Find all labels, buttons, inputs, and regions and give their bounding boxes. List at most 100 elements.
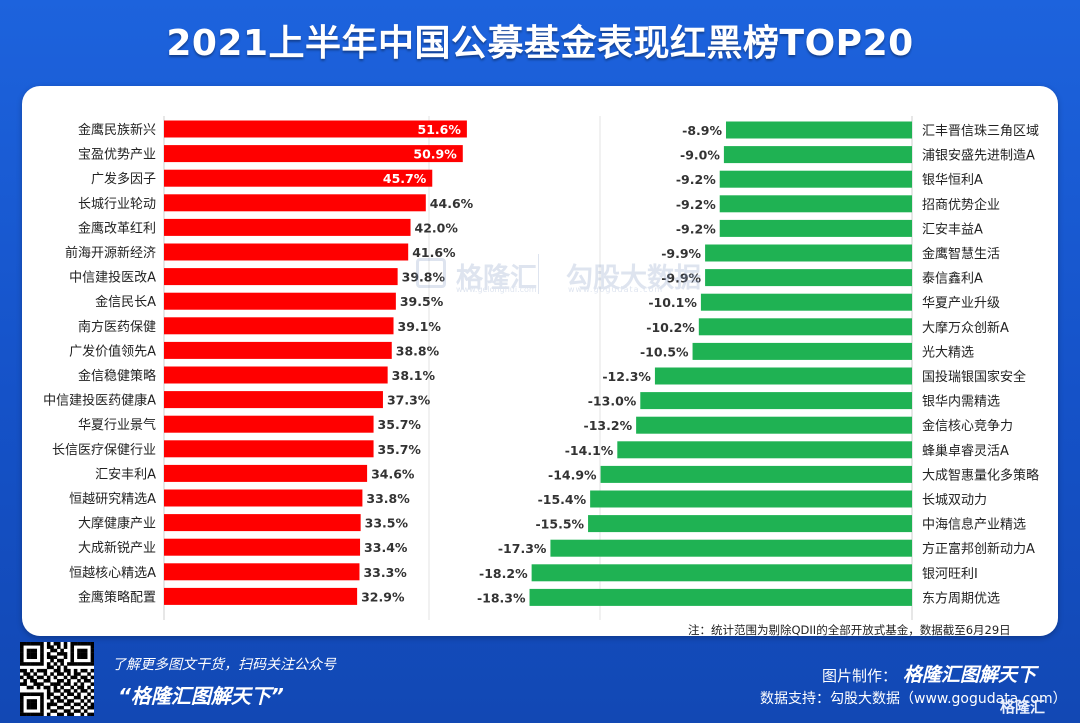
left-category-label: 南方医药保健: [78, 319, 156, 335]
left-bar: [164, 194, 426, 212]
left-bar: [164, 218, 411, 236]
left-category-label: 中信建投医改A: [69, 270, 156, 286]
right-bar: [719, 195, 912, 213]
left-bar: [164, 514, 361, 532]
chart-note: 注：统计范围为剔除QDII的全部开放式基金，数据截至6月29日: [688, 623, 1011, 637]
left-value-label: 44.6%: [430, 196, 474, 211]
left-category-label: 宝盈优势产业: [78, 147, 156, 163]
left-category-label: 大成新锐产业: [78, 540, 156, 556]
right-bar: [705, 244, 912, 262]
footer-credit-brand: 格隆汇图解天下: [903, 664, 1037, 686]
right-bar: [636, 416, 912, 434]
left-bar: [164, 391, 383, 409]
right-value-label: -18.3%: [477, 590, 526, 605]
left-category-label: 长城行业轮动: [78, 197, 156, 212]
right-bar: [550, 539, 912, 557]
right-value-label: -9.0%: [680, 148, 720, 163]
right-value-label: -18.2%: [479, 566, 528, 581]
left-value-label: 42.0%: [415, 220, 459, 235]
right-value-label: -14.1%: [565, 443, 614, 458]
right-value-label: -17.3%: [498, 541, 547, 556]
right-category-label: 汇安丰益A: [922, 222, 983, 237]
right-bar: [654, 367, 912, 385]
right-category-label: 中海信息产业精选: [922, 517, 1026, 533]
right-bar: [700, 293, 912, 311]
right-bar: [698, 318, 912, 336]
left-category-label: 中信建投医药健康A: [43, 393, 156, 409]
right-value-label: -10.2%: [646, 320, 695, 335]
right-value-label: -12.3%: [602, 369, 651, 384]
left-bar: [164, 587, 358, 605]
right-category-label: 蜂巢卓睿灵活A: [922, 444, 1009, 459]
footer-credit-label: 图片制作：: [822, 667, 898, 685]
left-category-label: 华夏行业景气: [78, 417, 156, 433]
right-bar: [725, 121, 912, 139]
left-value-label: 37.3%: [387, 393, 431, 408]
right-value-label: -10.1%: [648, 295, 697, 310]
right-category-label: 银河旺利I: [922, 567, 978, 582]
right-category-label: 泰信鑫利A: [922, 271, 983, 287]
left-category-label: 金鹰民族新兴: [78, 122, 156, 138]
left-bar: [164, 489, 363, 507]
footer-tagline: 了解更多图文干货，扫码关注公众号: [112, 657, 336, 673]
left-bar: [164, 169, 433, 187]
left-value-label: 39.1%: [398, 319, 442, 334]
left-category-label: 汇安丰利A: [95, 467, 156, 482]
right-category-label: 浦银安盛先进制造A: [922, 149, 1035, 164]
page-title: 2021上半年中国公募基金表现红黑榜TOP20: [166, 23, 914, 64]
left-bar: [164, 317, 394, 335]
left-bar: [164, 292, 396, 310]
right-value-label: -9.2%: [676, 172, 716, 187]
right-category-label: 招商优势企业: [922, 197, 1000, 213]
right-value-label: -10.5%: [640, 344, 689, 359]
left-bar: [164, 415, 374, 433]
right-category-label: 金鹰智慧生活: [922, 246, 1000, 262]
right-category-label: 东方周期优选: [922, 590, 1000, 606]
left-category-label: 大摩健康产业: [78, 516, 156, 532]
right-category-label: 华夏产业升级: [922, 296, 1000, 311]
right-bar: [692, 342, 912, 360]
right-category-label: 汇丰晋信珠三角区域: [922, 124, 1039, 139]
left-value-label: 41.6%: [412, 245, 456, 260]
right-value-label: -9.9%: [661, 271, 701, 286]
right-bar: [723, 146, 912, 164]
right-category-label: 银华内需精选: [922, 394, 1000, 410]
right-value-label: -8.9%: [682, 123, 722, 138]
left-value-label: 35.7%: [378, 442, 422, 457]
right-bar: [590, 490, 912, 508]
left-value-label: 39.8%: [402, 270, 446, 285]
left-value-label: 38.8%: [396, 343, 440, 358]
right-bar: [705, 269, 912, 287]
right-category-label: 大摩万众创新A: [922, 320, 1009, 336]
left-category-label: 金鹰改革红利: [78, 220, 156, 236]
left-category-label: 广发多因子: [91, 171, 156, 187]
left-bar: [164, 563, 360, 581]
qr-code[interactable]: [20, 642, 95, 717]
right-category-label: 长城双动力: [922, 493, 987, 508]
left-category-label: 广发价值领先A: [69, 343, 156, 359]
left-bar: [164, 366, 388, 384]
left-bar: [164, 243, 409, 261]
corner-logo: 格隆汇: [1000, 698, 1046, 716]
left-value-label: 32.9%: [361, 589, 405, 604]
left-value-label: 50.9%: [413, 147, 457, 162]
right-bar: [719, 170, 912, 188]
right-bar: [640, 392, 912, 410]
right-value-label: -15.4%: [538, 492, 587, 507]
right-category-label: 银华恒利A: [922, 173, 983, 188]
left-bar: [164, 268, 398, 286]
left-value-label: 33.5%: [365, 516, 409, 531]
left-category-label: 恒越核心精选A: [69, 566, 156, 581]
left-bar: [164, 464, 368, 482]
left-value-label: 35.7%: [378, 417, 422, 432]
left-bar: [164, 120, 467, 138]
right-category-label: 方正富邦创新动力A: [922, 541, 1035, 557]
left-value-label: 33.3%: [363, 565, 407, 580]
right-value-label: -13.2%: [584, 418, 633, 433]
right-bar: [617, 441, 912, 459]
qr-code-icon: [20, 642, 95, 717]
left-category-label: 长信医疗保健行业: [52, 443, 156, 458]
right-bar: [600, 465, 912, 483]
right-value-label: -13.0%: [588, 394, 637, 409]
